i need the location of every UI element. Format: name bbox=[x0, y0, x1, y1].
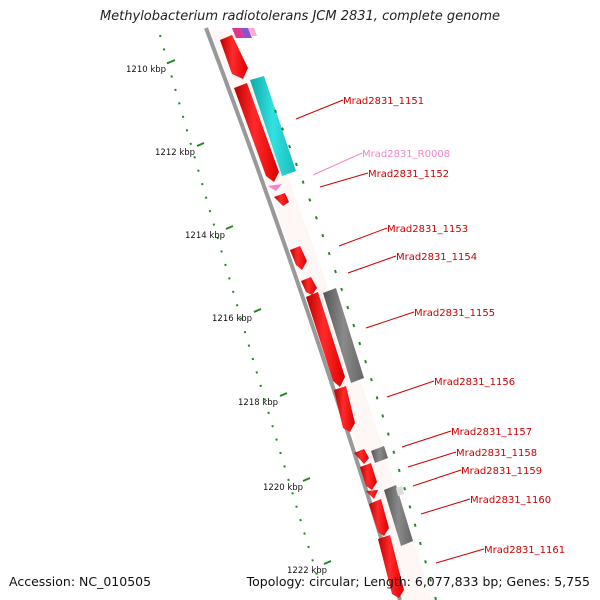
ruler-tick bbox=[167, 59, 176, 64]
gene-leader-line bbox=[401, 430, 452, 448]
gene-block bbox=[220, 35, 248, 79]
gene-label: Mrad2831_1159 bbox=[461, 466, 542, 477]
diagram-title: Methylobacterium radiotolerans JCM 2831,… bbox=[99, 9, 501, 24]
gene-block bbox=[301, 277, 317, 295]
gene-leader-line bbox=[412, 469, 462, 487]
topology-text: Topology: circular; Length: 6,077,833 bp… bbox=[246, 574, 590, 589]
gene-label: Mrad2831_1161 bbox=[484, 545, 565, 556]
gene-label: Mrad2831_1153 bbox=[387, 224, 468, 235]
gene-label: Mrad2831_1157 bbox=[451, 427, 532, 438]
ruler-tick bbox=[253, 308, 262, 313]
grey-feature bbox=[323, 288, 364, 383]
gene-leader-line bbox=[312, 152, 363, 176]
ruler-tick-label: 1212 kbp bbox=[155, 148, 195, 158]
ruler-tick bbox=[323, 560, 332, 565]
gene-block bbox=[366, 490, 378, 499]
gene-label: Mrad2831_1154 bbox=[396, 252, 477, 263]
gene-leader-line bbox=[420, 498, 471, 515]
ruler-tick-label: 1220 kbp bbox=[263, 483, 303, 493]
ruler-tick-label: 1214 kbp bbox=[185, 231, 225, 241]
cyan-feature bbox=[250, 76, 296, 176]
gene-block bbox=[354, 449, 369, 464]
gene-leader-line bbox=[435, 548, 485, 564]
gene-block bbox=[360, 463, 377, 490]
gene-block bbox=[290, 246, 307, 270]
grey-feature bbox=[371, 446, 388, 463]
ruler-tick bbox=[302, 477, 311, 482]
top-feature-stubs bbox=[232, 28, 257, 38]
ruler-tick-label: 1210 kbp bbox=[126, 65, 166, 75]
ruler-ticks: 1210 kbp 1212 kbp 1214 kbp 1216 kbp 1218 kbp… bbox=[126, 59, 332, 576]
gene-label: Mrad2831_1151 bbox=[343, 96, 424, 107]
gene-labels: Mrad2831_1151 Mrad2831_R0008 Mrad2831_1152… bbox=[295, 96, 565, 564]
ruler-tick-label: 1216 kbp bbox=[212, 314, 252, 324]
gene-block bbox=[369, 499, 389, 536]
ruler-tick-label: 1218 kbp bbox=[238, 398, 278, 408]
gene-leader-line bbox=[386, 380, 435, 398]
gene-block bbox=[234, 83, 279, 182]
gene-label: Mrad2831_1156 bbox=[434, 377, 515, 388]
gene-label: Mrad2831_1155 bbox=[414, 308, 495, 319]
gene-label: Mrad2831_1158 bbox=[456, 448, 537, 459]
ruler-tick bbox=[279, 392, 288, 397]
ruler-tick bbox=[196, 142, 205, 147]
rna-marker bbox=[268, 184, 282, 191]
gene-leader-line bbox=[295, 99, 344, 120]
gene-leader-line bbox=[338, 227, 388, 247]
gene-leader-line bbox=[365, 311, 415, 329]
accession-text: Accession: NC_010505 bbox=[9, 574, 152, 589]
gene-block bbox=[306, 292, 345, 387]
gene-block bbox=[334, 386, 355, 432]
gene-leader-line bbox=[407, 451, 457, 468]
gene-label: Mrad2831_1152 bbox=[368, 169, 449, 180]
gene-leader-line bbox=[347, 255, 397, 274]
outer-dotted-track bbox=[274, 109, 437, 600]
grey-feature bbox=[384, 485, 413, 546]
gene-label: Mrad2831_1160 bbox=[470, 495, 551, 506]
gene-label: Mrad2831_R0008 bbox=[362, 149, 450, 160]
grey-cap bbox=[396, 486, 404, 496]
ruler-tick bbox=[225, 225, 234, 230]
gene-leader-line bbox=[319, 172, 369, 188]
gene-block bbox=[378, 535, 404, 598]
gene-block bbox=[274, 193, 289, 206]
ruler-tick-label: 1222 kbp bbox=[287, 566, 327, 576]
gene-features bbox=[220, 35, 413, 598]
